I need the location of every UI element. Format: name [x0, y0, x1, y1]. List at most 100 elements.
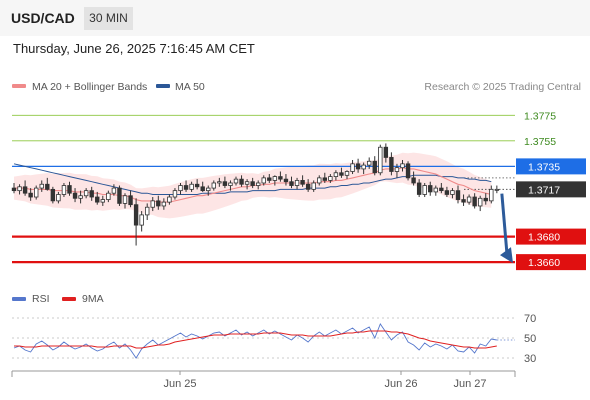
candle-body: [50, 188, 56, 202]
candle-body: [366, 160, 372, 166]
level-label-4: 1.3680: [528, 232, 560, 244]
candle: [389, 152, 394, 176]
candle-body: [34, 187, 39, 198]
candle-body: [222, 181, 228, 186]
level-label-1: 1.3755: [524, 136, 556, 148]
level-label-3: 1.3717: [528, 184, 560, 196]
level-label-box-2: [516, 158, 586, 175]
legend-label-ma50: MA 50: [175, 81, 205, 93]
candle-body: [339, 172, 344, 176]
candle: [61, 182, 67, 198]
candle-body: [61, 185, 67, 195]
candle-body: [167, 196, 172, 203]
candle-body: [477, 197, 483, 207]
candle-body: [422, 185, 427, 195]
candle-body: [278, 176, 283, 180]
candle: [17, 184, 22, 195]
candle: [322, 172, 327, 183]
candle-body: [78, 195, 83, 199]
candle: [217, 177, 222, 187]
candle-body: [344, 171, 350, 176]
candle-body: [433, 187, 438, 193]
candle: [133, 198, 139, 246]
candle-body: [289, 181, 294, 186]
candle-body: [328, 176, 333, 181]
candle-body: [139, 214, 144, 226]
level-label-box-4: [516, 228, 586, 245]
candle: [167, 194, 172, 205]
legend-swatch-rsi: [12, 297, 26, 301]
candle-body: [106, 192, 111, 200]
timeframe-button[interactable]: 30 MIN: [84, 7, 133, 30]
candle: [405, 161, 411, 181]
candle: [428, 181, 433, 196]
legend-label-ma-bollinger: MA 20 + Bollinger Bands: [32, 81, 147, 93]
candle-body: [67, 185, 72, 194]
candle-body: [39, 183, 44, 189]
rsi-9ma-line: [14, 330, 497, 349]
candle: [311, 180, 316, 192]
candle: [45, 177, 50, 191]
candle-body: [294, 180, 300, 186]
candle: [383, 143, 389, 163]
candle: [400, 160, 405, 172]
candle: [128, 190, 133, 208]
level-label-box-5: [516, 254, 586, 271]
candle-body: [100, 199, 105, 203]
symbol-title: USD/CAD: [11, 10, 75, 26]
candle: [483, 193, 488, 205]
candle-body: [45, 183, 50, 190]
candle-body: [267, 177, 272, 181]
candle-body: [122, 195, 128, 204]
candle: [122, 193, 128, 209]
candle: [450, 188, 455, 199]
candle-body: [428, 185, 433, 193]
candle: [350, 160, 355, 175]
forecast-arrow: [500, 193, 513, 264]
candle: [278, 171, 283, 182]
candle-body: [439, 187, 444, 192]
candle-body: [250, 181, 255, 186]
candle-body: [283, 178, 289, 183]
candle: [361, 162, 366, 175]
level-label-0: 1.3775: [524, 110, 556, 122]
candle-body: [394, 167, 400, 172]
candle: [250, 177, 255, 189]
candle-body: [189, 183, 194, 190]
candle-body: [172, 190, 178, 198]
candle: [67, 181, 72, 196]
rsi-line: [13, 323, 497, 359]
candle-body: [183, 185, 189, 190]
candle: [461, 194, 466, 206]
candle: [228, 180, 233, 191]
candle: [244, 179, 250, 190]
candle: [183, 180, 189, 192]
candle: [333, 170, 339, 181]
candle: [455, 185, 461, 204]
candle: [378, 144, 383, 176]
header-bar: USD/CAD 30 MIN: [0, 0, 590, 36]
candle: [189, 181, 194, 192]
candle: [95, 191, 100, 205]
candle-body: [11, 187, 17, 192]
candle-body: [239, 178, 244, 185]
candle: [272, 175, 278, 186]
candle-body: [455, 190, 461, 200]
candle-body: [378, 146, 383, 174]
candle: [111, 184, 117, 196]
candle-body: [400, 163, 405, 169]
candle-body: [322, 177, 327, 181]
candle-body: [161, 201, 167, 207]
level-label-box-3: [516, 181, 586, 198]
rsi-panel: 70 50 30: [12, 313, 536, 365]
candle-body: [483, 197, 488, 202]
candlesticks: [11, 143, 500, 246]
candle-body: [156, 200, 161, 207]
candle-body: [389, 157, 394, 172]
candle-body: [244, 181, 250, 185]
x-tick-label: Jun 27: [453, 378, 486, 390]
candle-body: [17, 186, 22, 192]
candle: [11, 182, 17, 194]
legend-swatch-ma-bollinger: [12, 84, 26, 88]
